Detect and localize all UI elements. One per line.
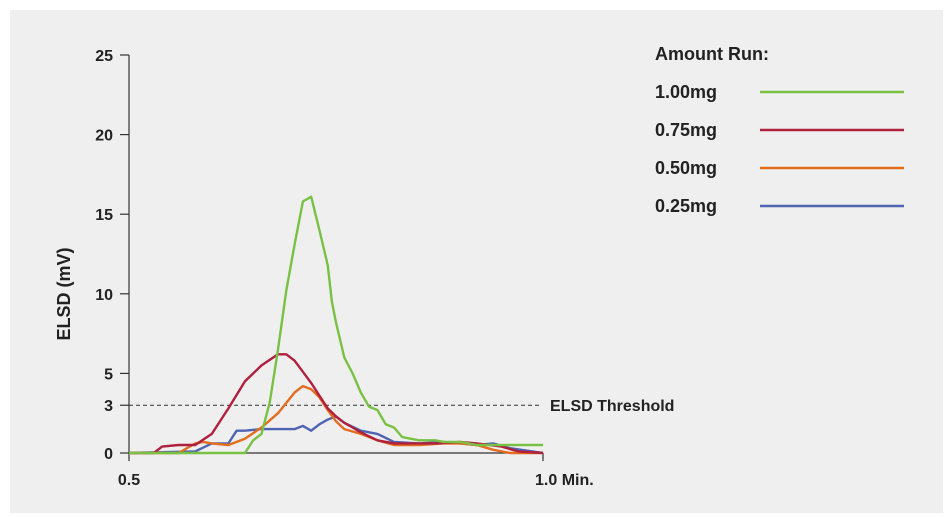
series-lines: [128, 195, 544, 455]
series-line-0-75mg: [129, 353, 544, 455]
threshold-label: ELSD Threshold: [550, 398, 674, 415]
y-tick-label: 5: [104, 366, 113, 383]
series-line-1-00mg: [129, 195, 543, 455]
legend-label: 0.50mg: [655, 158, 717, 178]
legend-title: Amount Run:: [655, 44, 769, 64]
threshold-group: ELSD Threshold: [129, 398, 674, 415]
y-tick-label: 0: [104, 446, 113, 463]
legend-label: 1.00mg: [655, 82, 717, 102]
y-tick-label: 20: [95, 128, 113, 145]
y-tick-label: 10: [95, 287, 113, 304]
x-tick-label: 1.0 Min.: [535, 472, 594, 489]
y-tick-label: 25: [95, 48, 113, 65]
legend: Amount Run: 1.00mg 0.75mg 0.50mg 0.25mg: [655, 44, 904, 216]
legend-label: 0.75mg: [655, 120, 717, 140]
y-axis-label: ELSD (mV): [54, 247, 74, 340]
y-tick-label: 15: [95, 207, 113, 224]
axes: 0 3 5 10 15 20 25 0.5 1.0 Min.: [95, 48, 593, 489]
chart-panel: [10, 10, 943, 513]
x-tick-label: 0.5: [118, 472, 140, 489]
legend-label: 0.25mg: [655, 196, 717, 216]
y-tick-label: 3: [104, 398, 113, 415]
